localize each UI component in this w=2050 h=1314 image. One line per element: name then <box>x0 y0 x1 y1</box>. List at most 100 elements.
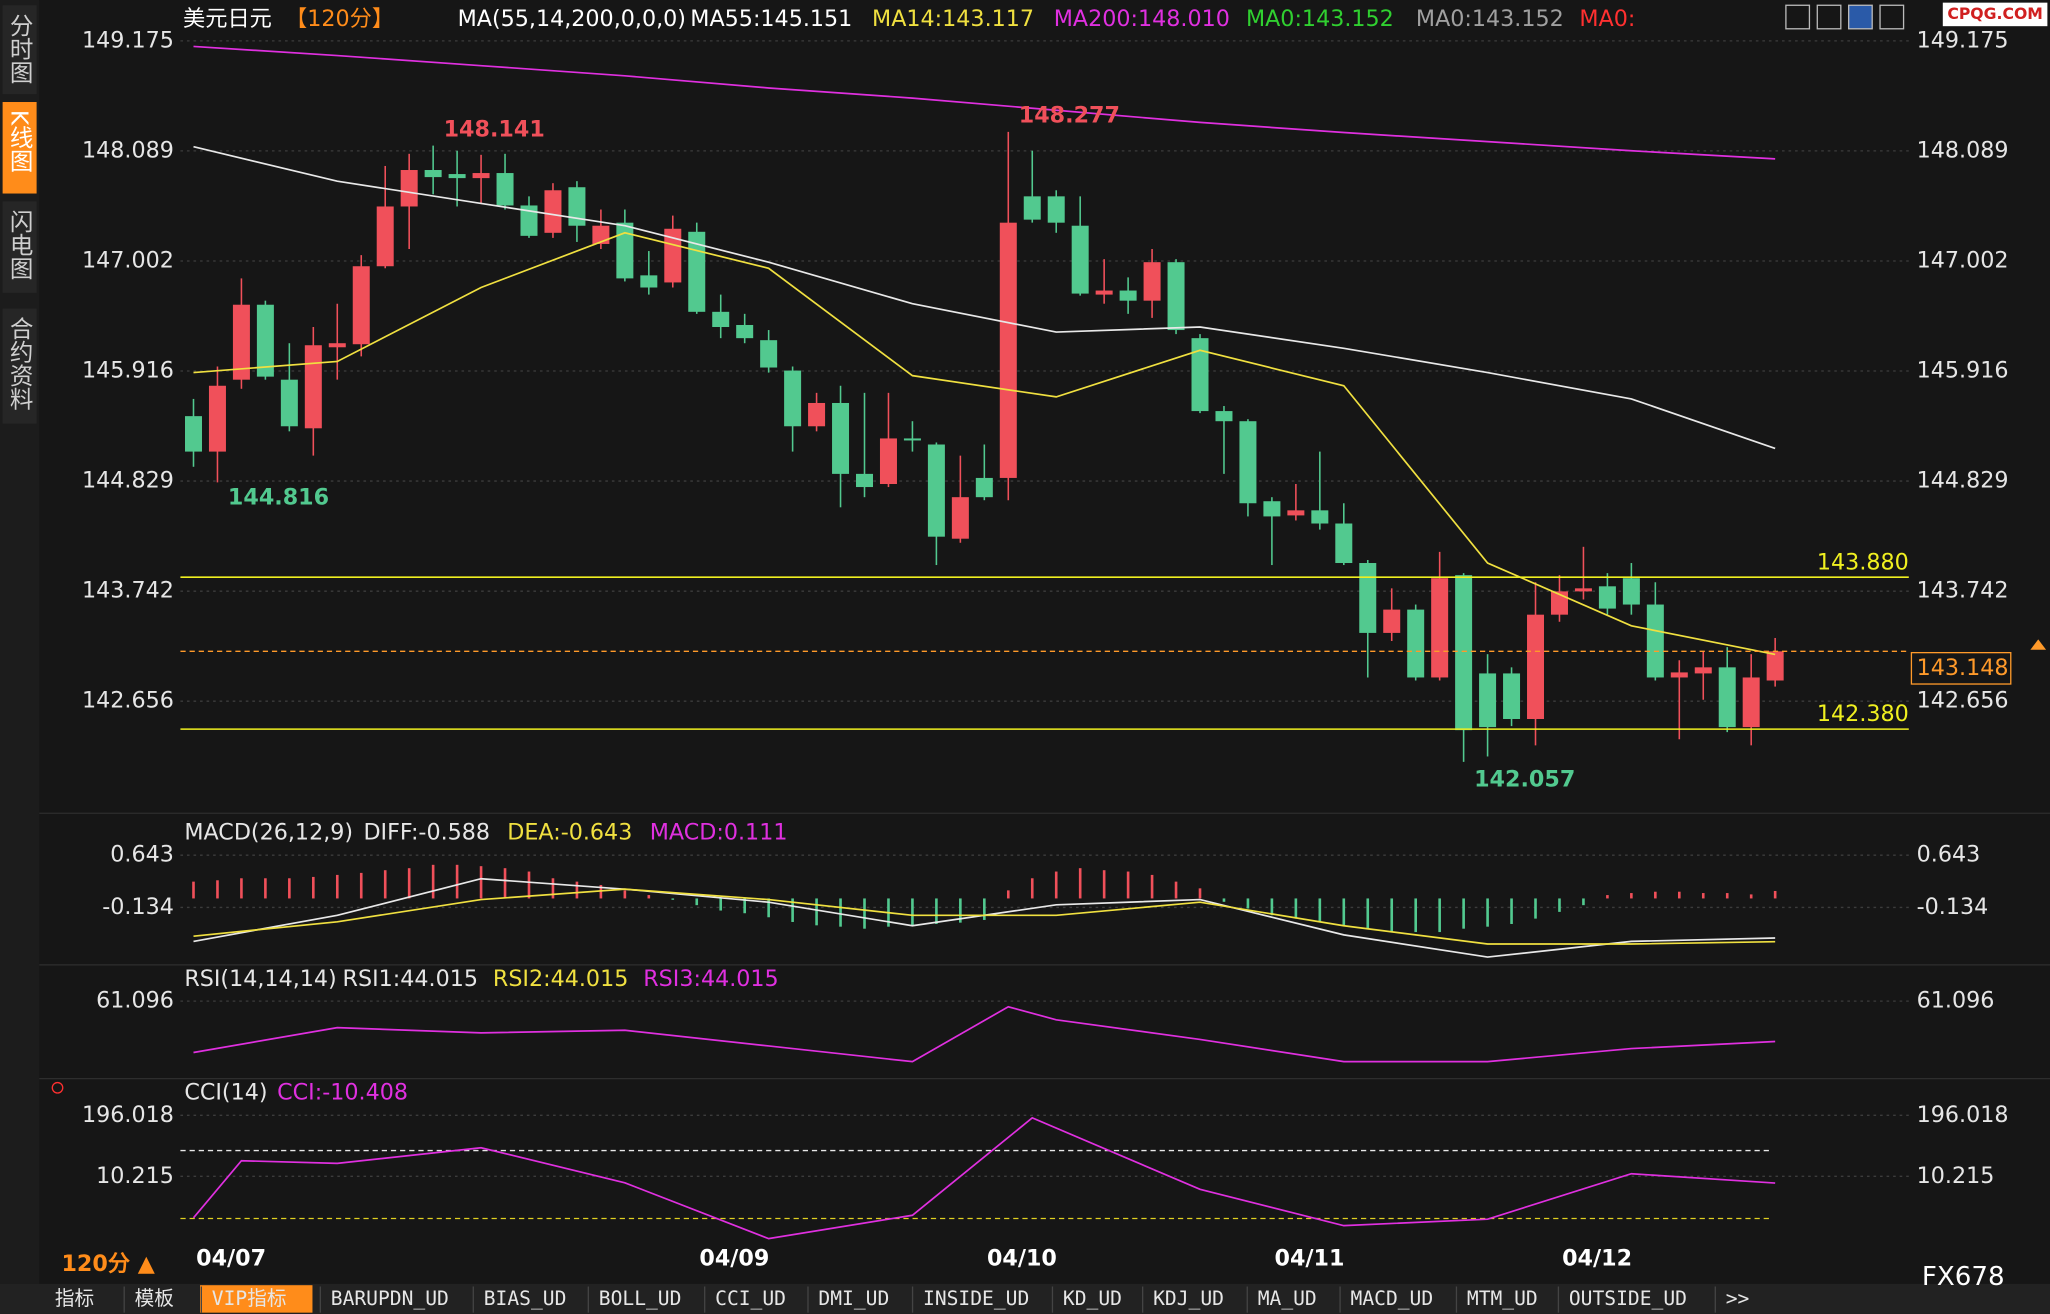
macd-bar <box>1725 893 1729 899</box>
footer-tab[interactable]: MA_UD <box>1258 1287 1317 1310</box>
icon[interactable] <box>1848 4 1873 30</box>
macd-bar <box>1606 895 1609 899</box>
extreme-label: 148.277 <box>1019 103 1120 129</box>
extreme-label: 142.057 <box>1474 767 1575 793</box>
macd-bar <box>1462 898 1465 929</box>
candle-body <box>1143 262 1161 301</box>
legend-item: RSI3:44.015 <box>643 966 778 992</box>
legend-item: 美元日元 <box>183 6 272 32</box>
macd-bar <box>1102 870 1106 899</box>
footer-tab[interactable]: DMI_UD <box>818 1287 889 1310</box>
macd-bar <box>1486 898 1489 927</box>
footer-tab[interactable]: BIAS_UD <box>484 1287 567 1310</box>
candle-body <box>1335 523 1353 564</box>
footer-tab[interactable]: BOLL_UD <box>599 1287 682 1310</box>
sidebar-tab[interactable]: 分时图 <box>6 13 34 84</box>
sidebar-tab[interactable]: 合约资料 <box>6 316 34 411</box>
footer-tab[interactable]: KD_UD <box>1063 1287 1122 1310</box>
icon[interactable] <box>1785 4 1811 30</box>
footer-tab[interactable]: 模板 <box>135 1287 174 1310</box>
macd-bar <box>431 864 435 899</box>
legend-item: MACD(26,12,9) <box>184 819 353 845</box>
footer-tab[interactable]: VIP指标 <box>212 1287 287 1310</box>
macd-bar <box>743 898 746 914</box>
legend-item: MA(55,14,200,0,0,0) <box>458 6 686 32</box>
footer-tab[interactable]: >> <box>1726 1287 1750 1310</box>
sidebar-tab-bg[interactable] <box>2 5 37 95</box>
candle-body <box>760 340 778 368</box>
y-tick-label-right: 148.089 <box>1917 137 2009 163</box>
sidebar-tab-bg[interactable] <box>2 201 37 293</box>
price-arrow <box>2030 639 2047 650</box>
legend-item: 【120分】 <box>285 6 394 32</box>
candle-body <box>832 402 850 474</box>
macd-bar <box>264 878 267 899</box>
indicator-line <box>193 145 1776 450</box>
candle-body <box>1311 510 1329 524</box>
candle-body <box>616 222 634 279</box>
macd-bar <box>1510 898 1513 924</box>
candle-body <box>784 370 802 427</box>
icon[interactable] <box>1816 4 1842 30</box>
sidebar-tab[interactable]: K线图 <box>6 110 34 173</box>
indicator-line <box>192 1116 1776 1240</box>
footer-tab[interactable]: KDJ_UD <box>1153 1287 1224 1310</box>
sidebar-tab-bg[interactable] <box>2 308 37 424</box>
candle-body <box>376 206 394 267</box>
footer-bar <box>0 1283 2050 1314</box>
candle-body <box>1527 614 1545 719</box>
candle-body <box>448 174 466 179</box>
footer-tab[interactable]: 指标 <box>55 1287 94 1310</box>
icon[interactable] <box>1879 4 1905 30</box>
macd-bar <box>1558 898 1561 912</box>
candle-body <box>1359 563 1377 633</box>
macd-bar <box>575 881 579 899</box>
candle-body <box>1766 651 1784 681</box>
candle-body <box>1167 262 1185 331</box>
period-label[interactable]: 120分 ▲ <box>61 1251 155 1277</box>
macd-bar <box>407 868 411 899</box>
macd-bar <box>1654 891 1657 899</box>
macd-bar <box>1030 878 1034 899</box>
macd-bar <box>1534 898 1537 919</box>
macd-bar <box>1414 898 1417 933</box>
footer-tab[interactable]: OUTSIDE_UD <box>1569 1287 1687 1310</box>
footer-tab[interactable]: INSIDE_UD <box>923 1287 1029 1310</box>
support-label: 142.380 <box>1817 701 1909 727</box>
macd-bar <box>1054 871 1058 899</box>
macd-bar <box>1677 891 1681 899</box>
pane-separators <box>39 812 2050 1080</box>
watermark-bg <box>1942 2 2048 27</box>
macd-bar <box>719 898 723 911</box>
macd-bar <box>1222 898 1226 902</box>
legend-item: MA14:143.117 <box>872 6 1034 32</box>
macd-bar <box>1318 898 1322 922</box>
date-label: 04/09 <box>699 1246 769 1272</box>
footer-tab[interactable]: BARUPDN_UD <box>331 1287 449 1310</box>
macd-bar <box>1294 898 1298 919</box>
candle-body <box>712 311 730 328</box>
y-tick-label-right: 147.002 <box>1917 247 2009 273</box>
y-tick-label-right: 0.643 <box>1917 842 1981 868</box>
y-tick-label: 10.215 <box>96 1163 174 1189</box>
legend-item: MA0:143.152 <box>1246 6 1394 32</box>
macd-bar <box>935 898 938 924</box>
candle-body <box>232 304 250 380</box>
legend-item: RSI1:44.015 <box>343 966 478 992</box>
footer-tab[interactable]: MTM_UD <box>1467 1287 1538 1310</box>
legend-item: MACD:0.111 <box>650 819 788 845</box>
candle-body <box>1550 591 1568 615</box>
y-tick-label: 142.656 <box>82 688 174 714</box>
macd-bar <box>839 898 842 927</box>
footer-tab[interactable]: CCI_UD <box>715 1287 786 1310</box>
candle-body <box>736 324 754 339</box>
candle-body <box>280 379 298 427</box>
sidebar-tab[interactable]: 闪电图 <box>6 209 34 280</box>
y-tick-label-right: 145.916 <box>1917 357 2009 383</box>
y-tick-label: 148.089 <box>82 137 174 163</box>
sidebar-tab-bg[interactable] <box>2 102 37 194</box>
macd-bar <box>288 878 291 899</box>
footer-tab[interactable]: MACD_UD <box>1351 1287 1434 1310</box>
macd-bar <box>192 881 195 899</box>
